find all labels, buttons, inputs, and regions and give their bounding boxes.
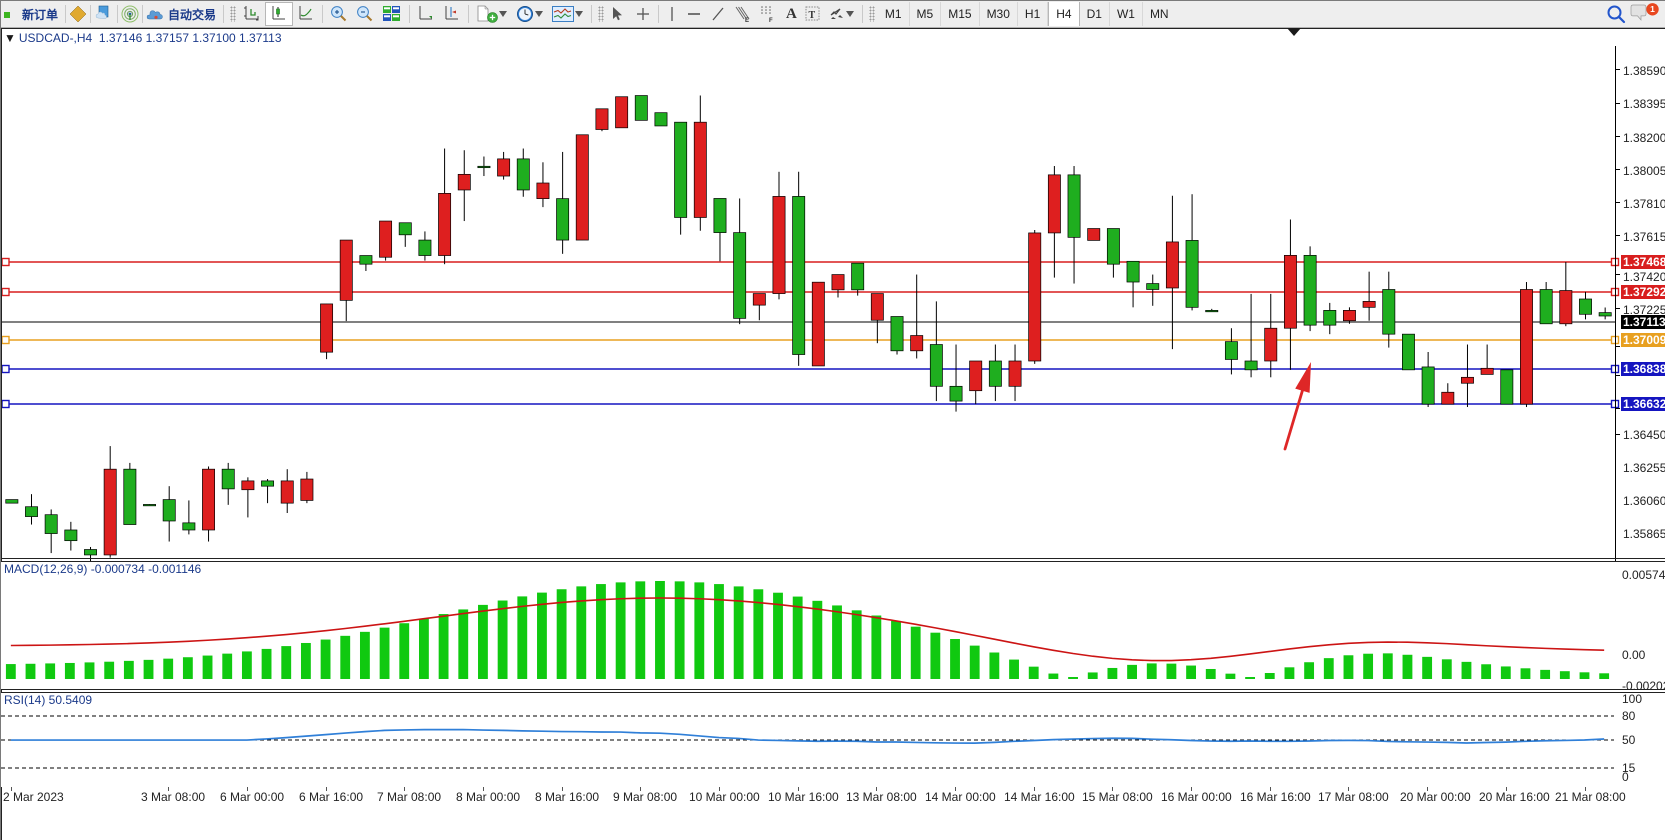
svg-text:E: E [745, 18, 749, 23]
svg-text:1: 1 [1650, 4, 1655, 14]
svg-text:T: T [808, 10, 815, 21]
svg-text:F: F [769, 18, 773, 23]
